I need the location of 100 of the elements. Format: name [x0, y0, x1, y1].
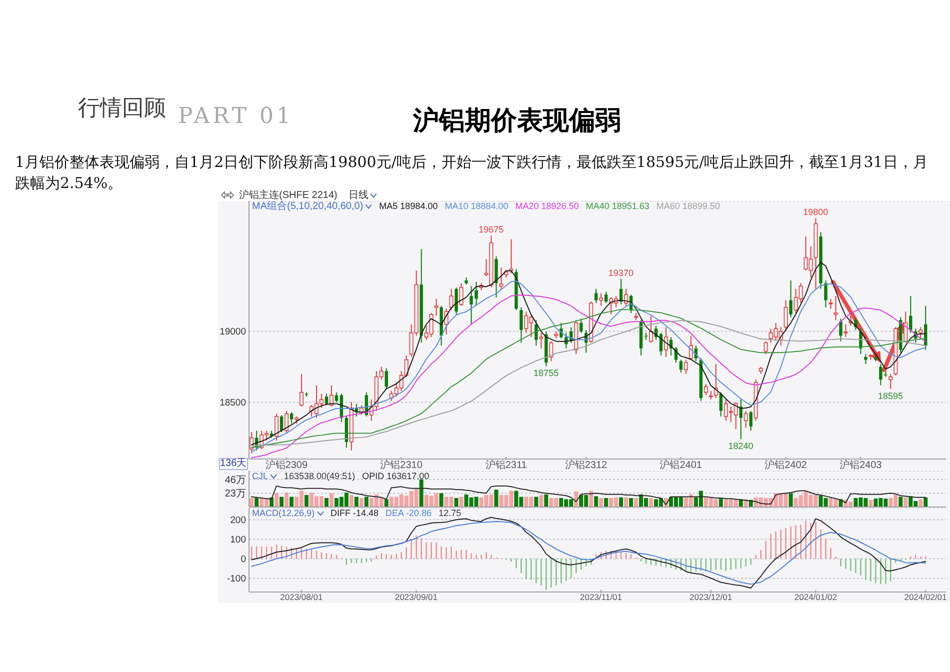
- bar: [868, 500, 873, 507]
- annotation: 18595: [878, 390, 904, 401]
- y-tick-label: 19000: [220, 326, 246, 338]
- text: MA20 18926.50: [515, 201, 579, 212]
- y-tick-label: -100: [226, 574, 246, 585]
- bar: [324, 498, 328, 507]
- series-label: OPID 163617.00: [362, 471, 430, 482]
- text: DIFF -14.48: [330, 508, 379, 519]
- candlestick: [854, 316, 858, 330]
- candlestick: [449, 288, 454, 311]
- candlestick: [844, 324, 848, 338]
- candlestick: [549, 340, 554, 362]
- text: MA60 18899.50: [656, 201, 720, 212]
- line-series: [250, 486, 926, 506]
- text: 行情回顾: [78, 94, 166, 122]
- bar: [604, 498, 608, 507]
- candlestick: [539, 332, 544, 349]
- bar: [274, 493, 279, 507]
- bar: [354, 496, 358, 507]
- y-tick-label: 0: [240, 554, 246, 566]
- annotation: 19800: [803, 207, 828, 218]
- x-tick-label: 沪铝2402: [764, 459, 808, 471]
- bar: [624, 497, 628, 507]
- bar: [419, 479, 424, 507]
- candlestick: [918, 326, 923, 340]
- text: MA10 18884.00: [444, 201, 508, 212]
- candlestick: [789, 280, 792, 318]
- text: 136天: [219, 458, 248, 470]
- x-tick-label: 2024/02/01: [904, 592, 948, 602]
- candlestick: [284, 410, 289, 434]
- candlestick: [888, 373, 893, 390]
- candlestick: [704, 383, 708, 396]
- x-tick-label: 2023/12/01: [690, 592, 732, 602]
- candlestick: [904, 311, 908, 344]
- text: 沪铝主连(SHFE 2214): [239, 188, 338, 201]
- y-tick-label: 46万: [224, 474, 246, 486]
- bar: [459, 496, 464, 507]
- candlestick: [604, 291, 608, 304]
- candlestick: [324, 393, 328, 406]
- candlestick: [334, 392, 338, 403]
- bar: [619, 497, 624, 507]
- text: PART 01: [178, 104, 294, 129]
- bar: [634, 498, 638, 507]
- x-tick-label: 沪铝2309: [265, 459, 308, 471]
- candlestick: [300, 373, 304, 408]
- candlestick: [744, 410, 748, 428]
- x-tick-label: 沪铝2403: [839, 459, 882, 471]
- chart-title: 沪铝期价表现偏弱: [412, 105, 622, 138]
- bar: [359, 498, 364, 507]
- bar: [534, 496, 538, 507]
- candlestick: [280, 414, 284, 433]
- annotation: 18240: [728, 441, 754, 452]
- bar: [329, 493, 334, 507]
- bar: [718, 498, 723, 507]
- y-tick-label: 18500: [220, 398, 246, 409]
- annotation: 18755: [534, 368, 559, 378]
- candlestick: [454, 286, 458, 315]
- candlestick: [834, 295, 838, 321]
- x-tick-label: 沪铝2311: [485, 459, 528, 471]
- x-tick-label: 2023/09/01: [394, 592, 438, 602]
- y-tick-label: 100: [230, 534, 246, 546]
- y-tick-label: 23万: [224, 488, 246, 500]
- bar: [454, 498, 458, 507]
- candlestick: [664, 326, 668, 358]
- x-tick-label: 2024/01/02: [794, 592, 838, 602]
- x-tick-label: 2023/08/01: [280, 592, 323, 602]
- bar: [439, 493, 444, 507]
- candlestick: [534, 320, 538, 346]
- bar: [589, 490, 594, 507]
- bar: [629, 498, 634, 507]
- x-tick-label: 2023/11/01: [580, 592, 622, 602]
- bar: [924, 497, 928, 507]
- candlestick: [509, 238, 514, 274]
- bar: [594, 496, 598, 507]
- annotation: 19675: [478, 224, 504, 235]
- annotation: 12.75: [438, 508, 462, 519]
- y-tick-label: 200: [230, 515, 246, 526]
- candlestick: [459, 282, 464, 306]
- legend-title: CJL: [252, 471, 268, 482]
- candlestick: [679, 359, 683, 374]
- x-tick-label: 沪铝2401: [660, 459, 702, 471]
- bar: [284, 492, 289, 507]
- candlestick: [839, 318, 842, 342]
- candlestick: [824, 280, 828, 308]
- candlestick: [594, 288, 598, 304]
- bar: [904, 497, 908, 507]
- candlestick: [274, 413, 279, 442]
- legend-title: MA组合(5,10,20,40,60,0): [252, 201, 364, 212]
- bar: [364, 496, 368, 507]
- candlestick: [599, 292, 604, 306]
- bar: [544, 494, 548, 507]
- bar: [254, 498, 259, 507]
- candlestick: [864, 354, 868, 365]
- bar: [788, 493, 793, 507]
- legend-title: MACD(12,26,9): [252, 508, 315, 519]
- candlestick: [649, 315, 654, 344]
- candlestick: [384, 368, 388, 390]
- candlestick: [828, 298, 833, 310]
- text: 日线: [348, 188, 370, 202]
- bar: [649, 498, 654, 507]
